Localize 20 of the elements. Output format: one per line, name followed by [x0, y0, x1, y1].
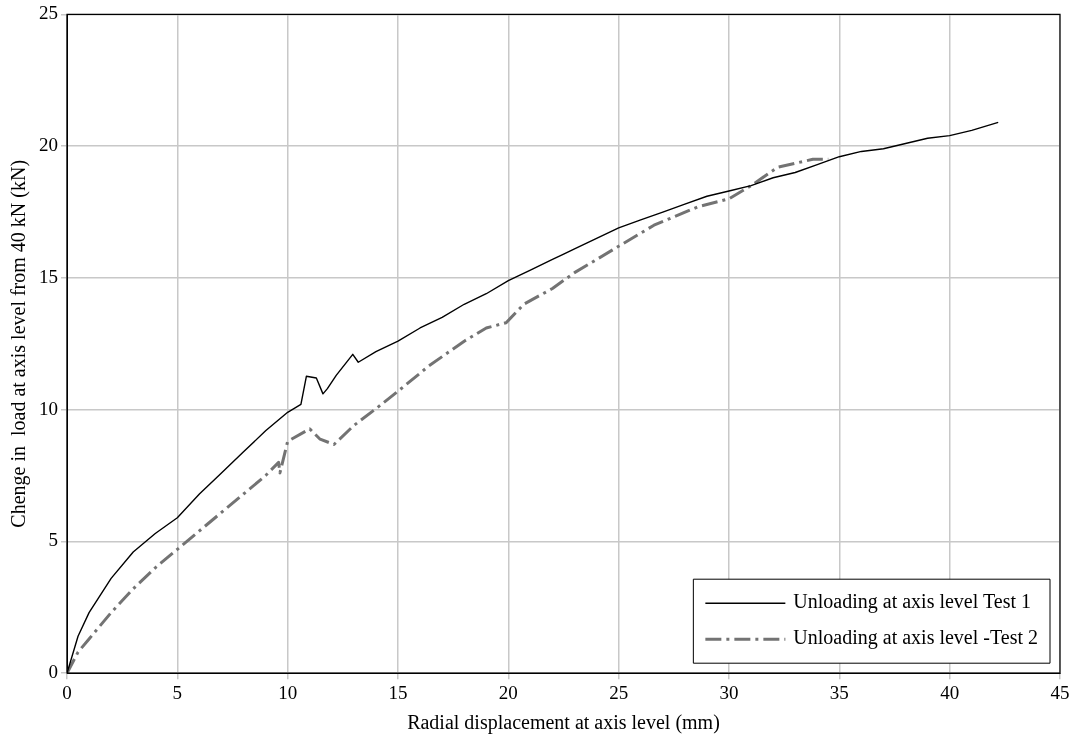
legend-label: Unloading at axis level -Test 2: [793, 626, 1039, 650]
x-tick-label: 15: [388, 681, 408, 703]
y-axis-title: Chenge in load at axis level from 40 kN (kN): [7, 159, 31, 528]
y-tick-label: 20: [39, 134, 58, 156]
x-tick-label: 45: [1050, 681, 1070, 703]
y-tick-label: 10: [39, 397, 58, 419]
legend-label: Unloading at axis level Test 1: [793, 590, 1031, 614]
x-tick-label: 0: [62, 681, 72, 703]
x-tick-label: 30: [719, 681, 739, 703]
y-tick-label: 25: [39, 2, 58, 24]
y-tick-label: 15: [39, 265, 58, 287]
x-tick-label: 25: [609, 681, 629, 703]
x-tick-label: 20: [498, 681, 518, 703]
x-tick-label: 5: [172, 681, 183, 703]
y-tick-label: 5: [48, 529, 58, 551]
x-axis-title: Radial displacement at axis level (mm): [407, 711, 720, 735]
x-tick-label: 10: [278, 681, 298, 703]
y-tick-label: 0: [48, 661, 58, 683]
x-tick-label: 35: [829, 681, 849, 703]
x-tick-label: 40: [940, 681, 960, 703]
